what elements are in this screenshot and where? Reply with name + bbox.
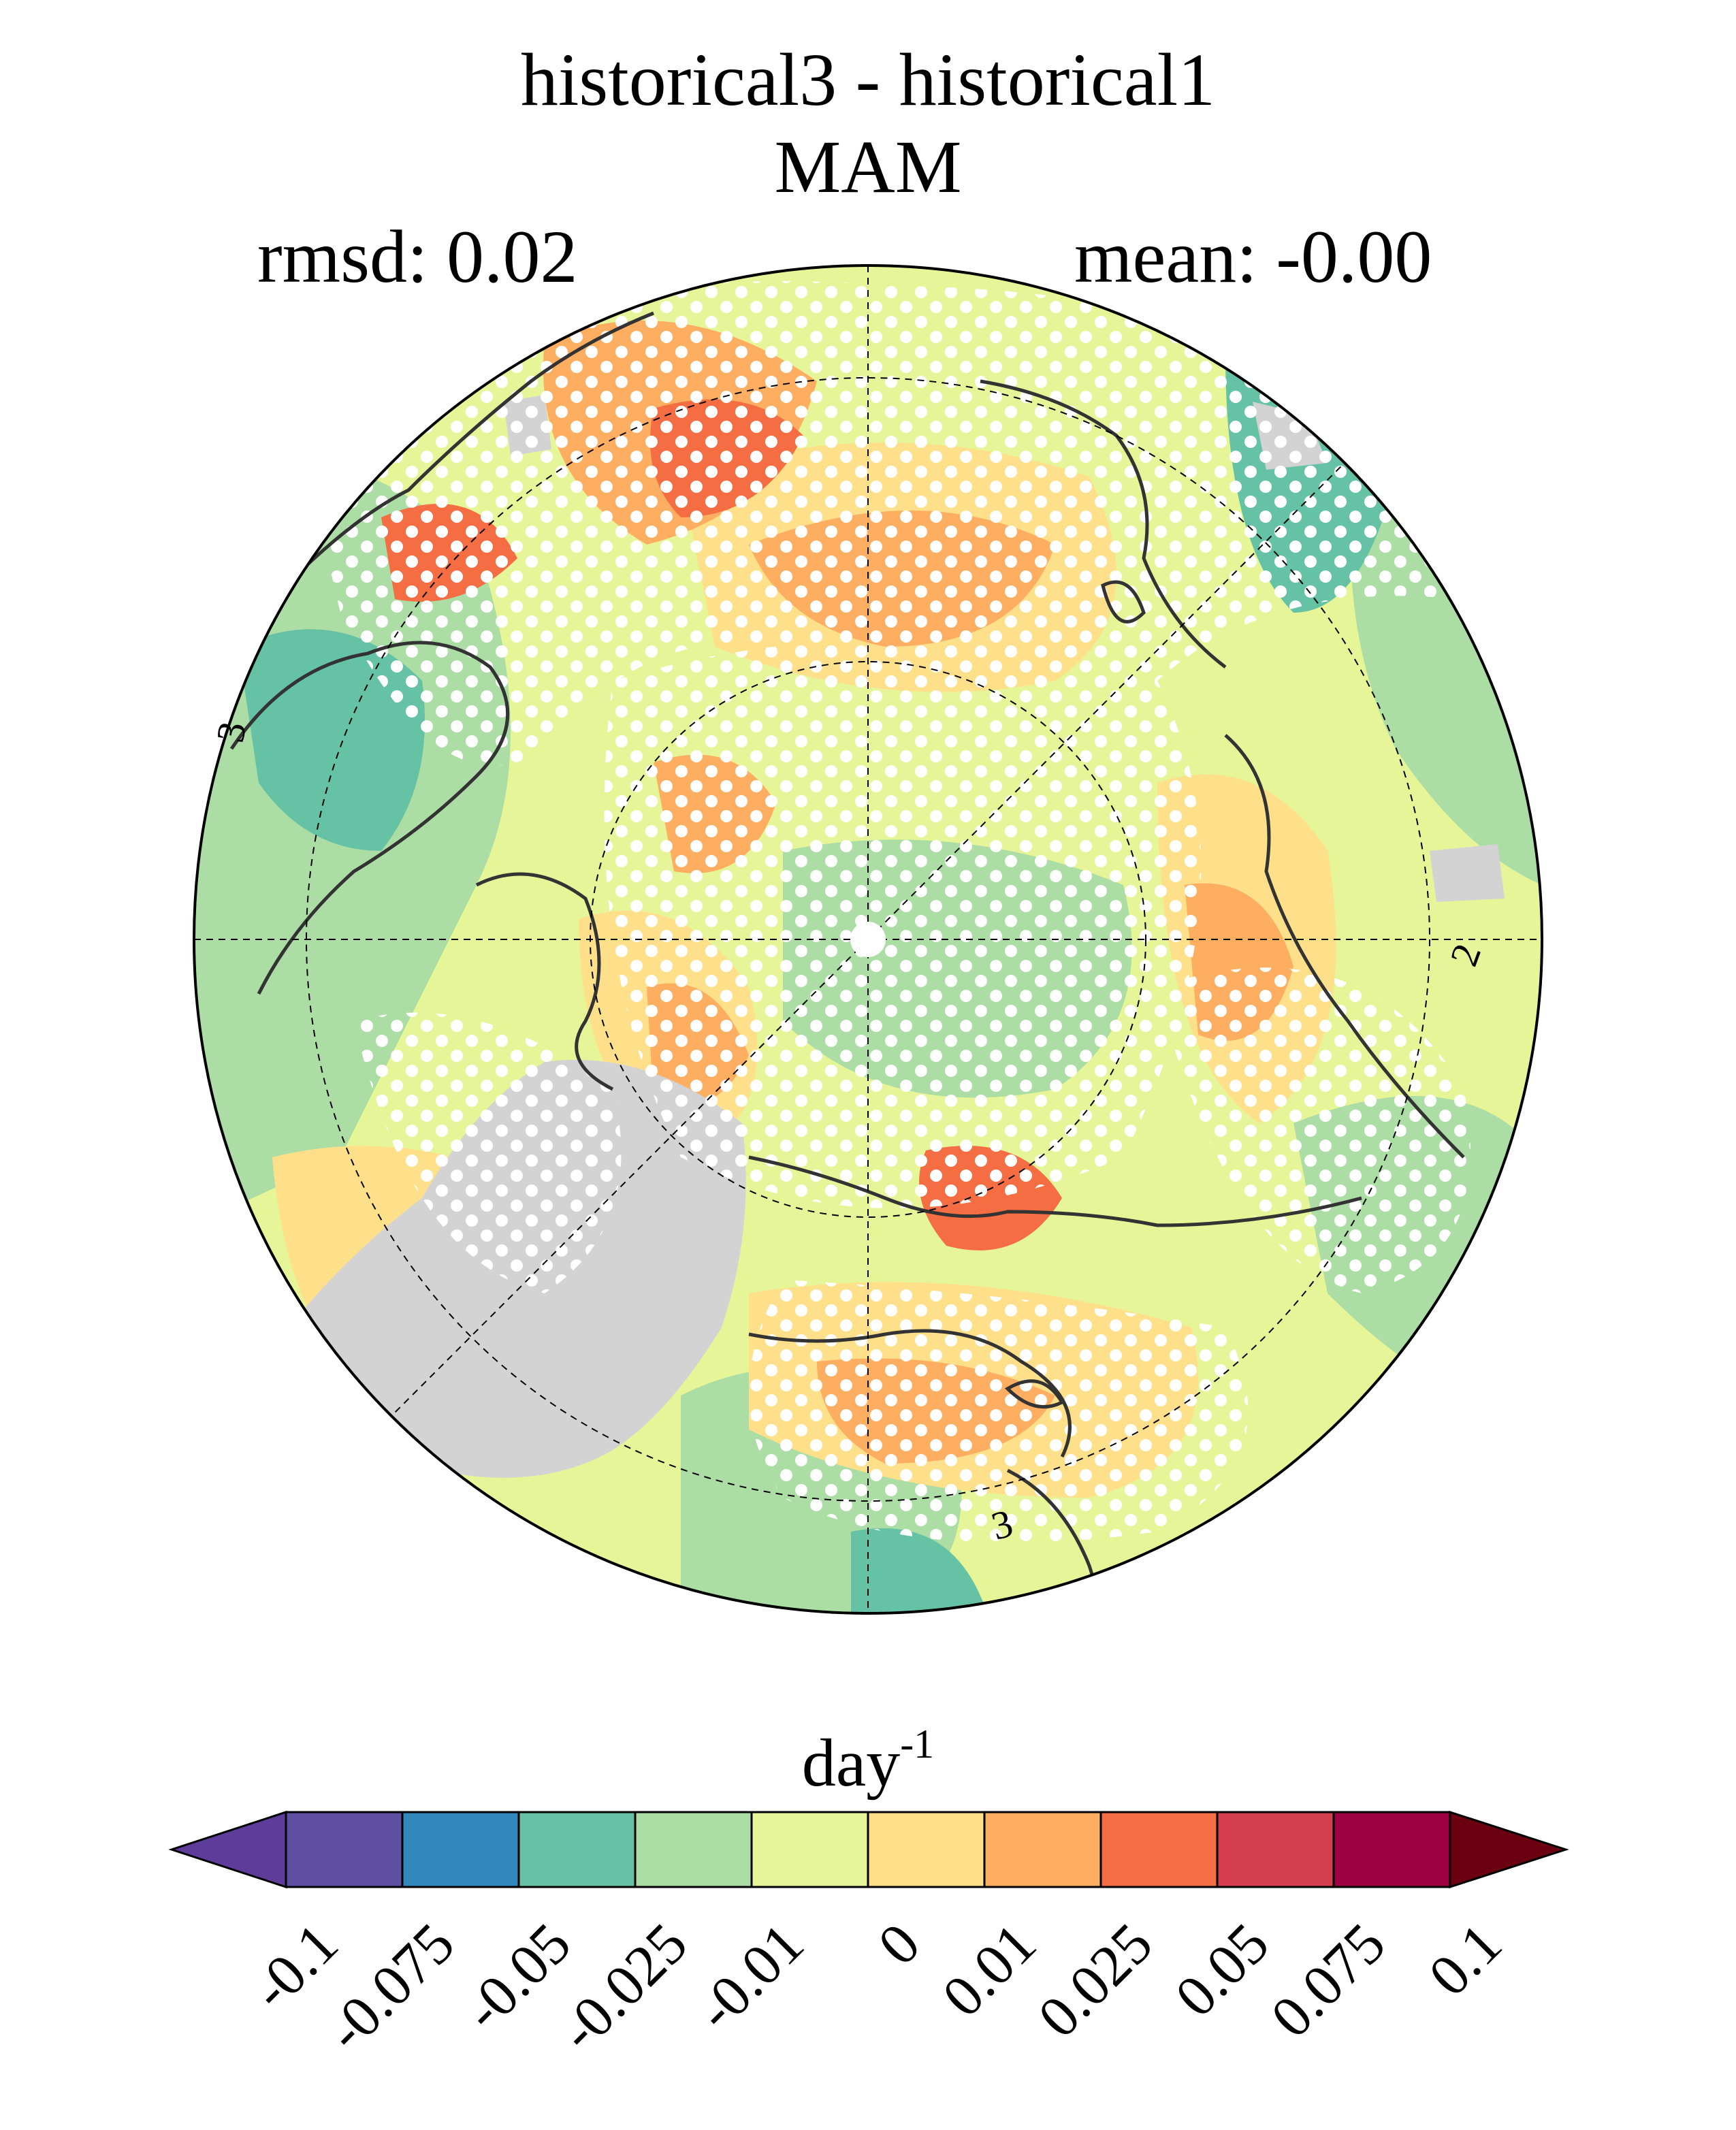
latitude-circle <box>306 377 1430 1502</box>
missing-data-patch-east <box>1430 844 1505 902</box>
colorbar-tick-label: -0.01 <box>683 1910 816 2044</box>
field-region-teal-south <box>851 1528 987 1613</box>
polar-map: 3 2 3 <box>193 264 1543 1615</box>
plot-title: historical3 - historical1 <box>520 38 1216 121</box>
colorbar-segment <box>401 1811 520 1888</box>
colorbar-segment <box>1332 1811 1451 1888</box>
colorbar-tick-label: 0.025 <box>1025 1910 1165 2050</box>
map-field <box>194 265 1542 1613</box>
coastline-segment <box>285 311 654 587</box>
field-region-teal-west <box>238 629 425 851</box>
map-boundary <box>193 264 1543 1615</box>
colorbar-tick-label: 0.05 <box>1162 1910 1281 2029</box>
coastline-segment <box>1004 1379 1065 1409</box>
colorbar-segment <box>1216 1811 1335 1888</box>
colorbar-segment <box>285 1811 404 1888</box>
colorbar-tick-label: 0.1 <box>1415 1910 1514 2009</box>
colorbar-segment <box>1099 1811 1219 1888</box>
colorbar-units-base: day <box>801 1725 901 1801</box>
rmsd-label: rmsd: 0.02 <box>257 215 578 298</box>
colorbar-extend-high <box>1449 1810 1569 1889</box>
coastline-segment <box>229 641 510 995</box>
coastline-segment <box>980 379 1227 668</box>
colorbar-segment <box>983 1811 1102 1888</box>
pole-marker <box>850 922 886 957</box>
coastlines <box>229 311 1465 1613</box>
colorbar-tick-label: 0 <box>865 1910 933 1978</box>
coastline-segment <box>748 1155 1362 1227</box>
colorbar-segment <box>867 1811 986 1888</box>
colorbar-units: day-1 <box>0 1724 1736 1797</box>
colorbar-tick-label: 0.075 <box>1258 1910 1398 2050</box>
meridian-line <box>867 462 1345 940</box>
colorbar-segment <box>750 1811 869 1888</box>
coastline-segment <box>1224 734 1465 1159</box>
coastline-segment <box>748 1329 1072 1458</box>
colorbar-segment <box>517 1811 637 1888</box>
colorbar-tick-label: -0.075 <box>313 1910 467 2064</box>
colorbar-units-exponent: -1 <box>900 1722 935 1766</box>
coastline-segment <box>1101 580 1146 624</box>
coastline-segment <box>475 872 614 1091</box>
meridian-line <box>391 939 869 1417</box>
colorbar-extend-low <box>168 1810 287 1889</box>
season-label: MAM <box>774 125 962 208</box>
colorbar-tick-label: -0.025 <box>546 1910 700 2064</box>
mean-label: mean: -0.00 <box>1074 215 1432 298</box>
colorbar-tick-label: 0.01 <box>929 1910 1048 2029</box>
colorbar-segment <box>634 1811 753 1888</box>
